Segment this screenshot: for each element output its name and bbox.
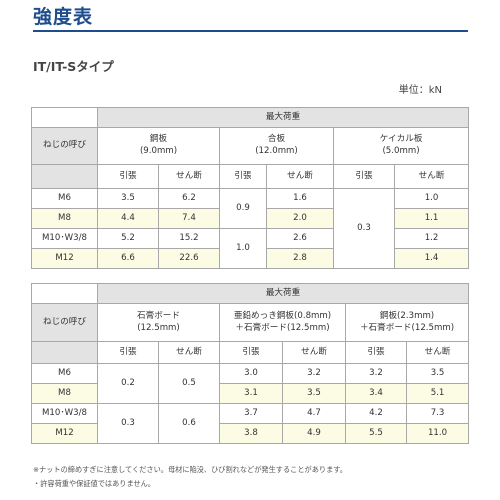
- table-row: M10･W3/8 0.3 0.6 3.7 4.7 4.2 7.3: [31, 403, 470, 444]
- tension-header: 引張: [97, 164, 159, 189]
- merged-value-cell: 0.2: [97, 363, 159, 404]
- value-cell: 6.6: [97, 248, 159, 269]
- value-cell: 3.2: [282, 363, 346, 384]
- screw-size-cell: M10･W3/8: [31, 228, 98, 249]
- value-cell: 3.5: [282, 383, 346, 404]
- shear-header: せん断: [158, 164, 220, 189]
- screw-size-header: ねじの呼び: [31, 303, 98, 342]
- value-cell: 11.0: [405, 423, 470, 444]
- value-cell: 2.8: [266, 248, 334, 269]
- merged-value-cell: 0.3: [97, 403, 159, 444]
- max-load-header: 最大荷重: [96, 283, 470, 304]
- material-header-calcium-board: ケイカル板 (5.0mm): [332, 127, 470, 165]
- material-header-plywood: 合板 (12.0mm): [219, 127, 334, 165]
- value-cell: 5.2: [97, 228, 159, 249]
- shear-header: せん断: [405, 341, 470, 364]
- value-cell: 3.7: [219, 403, 283, 424]
- section-subtitle: IT/IT-Sタイプ: [33, 59, 114, 74]
- shear-header: せん断: [266, 164, 334, 189]
- strength-table-1: 最大荷重 ねじの呼び 鋼板 (9.0mm) 合板 (12.0mm) ケイカル板 (5.…: [31, 107, 470, 269]
- screw-size-cell: M10･W3/8: [31, 403, 98, 424]
- shear-header: せん断: [158, 341, 220, 364]
- value-cell: 7.4: [158, 208, 220, 229]
- value-cell: 4.7: [282, 403, 346, 424]
- table-row: M12 3.8 4.9 5.5 11.0: [31, 423, 470, 444]
- disclaimer-note: ・許容荷重や保証値ではありません。: [33, 479, 155, 488]
- value-cell: 1.0: [393, 188, 470, 209]
- merged-value-cell: 0.5: [158, 363, 220, 404]
- value-cell: 1.2: [393, 228, 470, 249]
- value-cell: 3.5: [97, 188, 159, 209]
- material-header-steel-gypsum: 鋼板(2.3mm) ＋石膏ボード(12.5mm): [344, 303, 470, 342]
- value-cell: 4.4: [97, 208, 159, 229]
- value-cell: 22.6: [158, 248, 220, 269]
- value-cell: 3.2: [345, 363, 407, 384]
- material-header-steel-plate: 鋼板 (9.0mm): [97, 127, 220, 165]
- screw-size-cell: M8: [31, 208, 98, 229]
- value-cell: 6.2: [158, 188, 220, 209]
- page-title: 強度表: [33, 6, 94, 28]
- caution-note: ※ナットの締めすぎに注意してください。母材に陥没、ひび割れなどが発生することがあ…: [33, 465, 347, 474]
- tension-header: 引張: [345, 341, 407, 364]
- value-cell: 3.5: [405, 363, 470, 384]
- value-cell: 1.4: [393, 248, 470, 269]
- shear-header: せん断: [282, 341, 346, 364]
- screw-size-cell: M8: [31, 383, 98, 404]
- table-row: M6 0.2 0.5 3.0 3.2 3.2 3.5: [31, 363, 470, 404]
- tension-header: 引張: [97, 341, 159, 364]
- table-row: M12 6.6 22.6 2.8 1.4: [31, 248, 470, 269]
- table-row: M6 3.5 6.2 0.9 1.6 0.3 1.0: [31, 188, 470, 269]
- value-cell: 4.9: [282, 423, 346, 444]
- tension-header: 引張: [219, 341, 283, 364]
- value-cell: 5.5: [345, 423, 407, 444]
- max-load-header: 最大荷重: [96, 107, 470, 128]
- table-row: M8 3.1 3.5 3.4 5.1: [31, 383, 470, 404]
- value-cell: 1.1: [393, 208, 470, 229]
- merged-value-cell: 0.3: [333, 188, 395, 269]
- merged-value-cell: 1.0: [219, 228, 267, 269]
- title-underline: [33, 30, 468, 32]
- value-cell: 4.2: [345, 403, 407, 424]
- value-cell: 1.6: [266, 188, 334, 209]
- value-cell: 15.2: [158, 228, 220, 249]
- value-cell: 5.1: [405, 383, 470, 404]
- material-header-galvanized-steel-gypsum: 亜鉛めっき鋼板(0.8mm) ＋石膏ボード(12.5mm): [219, 303, 346, 342]
- tension-header: 引張: [219, 164, 267, 189]
- shear-header: せん断: [393, 164, 470, 189]
- tension-header: 引張: [333, 164, 395, 189]
- value-cell: 2.0: [266, 208, 334, 229]
- value-cell: 3.1: [219, 383, 283, 404]
- screw-size-cell: M12: [31, 248, 98, 269]
- value-cell: 2.6: [266, 228, 334, 249]
- unit-label: 単位：kN: [398, 85, 442, 96]
- merged-value-cell: 0.9: [219, 188, 267, 229]
- screw-size-cell: M6: [31, 188, 98, 209]
- value-cell: 7.3: [405, 403, 470, 424]
- table-row: M10･W3/8 5.2 15.2 1.0 2.6 1.2: [31, 228, 470, 269]
- screw-size-cell: M12: [31, 423, 98, 444]
- merged-value-cell: 0.6: [158, 403, 220, 444]
- screw-size-cell: M6: [31, 363, 98, 384]
- value-cell: 3.4: [345, 383, 407, 404]
- material-header-gypsum-board: 石膏ボード (12.5mm): [97, 303, 220, 342]
- value-cell: 3.0: [219, 363, 283, 384]
- strength-table-2: 最大荷重 ねじの呼び 石膏ボード (12.5mm) 亜鉛めっき鋼板(0.8mm) ＋…: [31, 283, 470, 444]
- value-cell: 3.8: [219, 423, 283, 444]
- screw-size-header: ねじの呼び: [31, 127, 98, 165]
